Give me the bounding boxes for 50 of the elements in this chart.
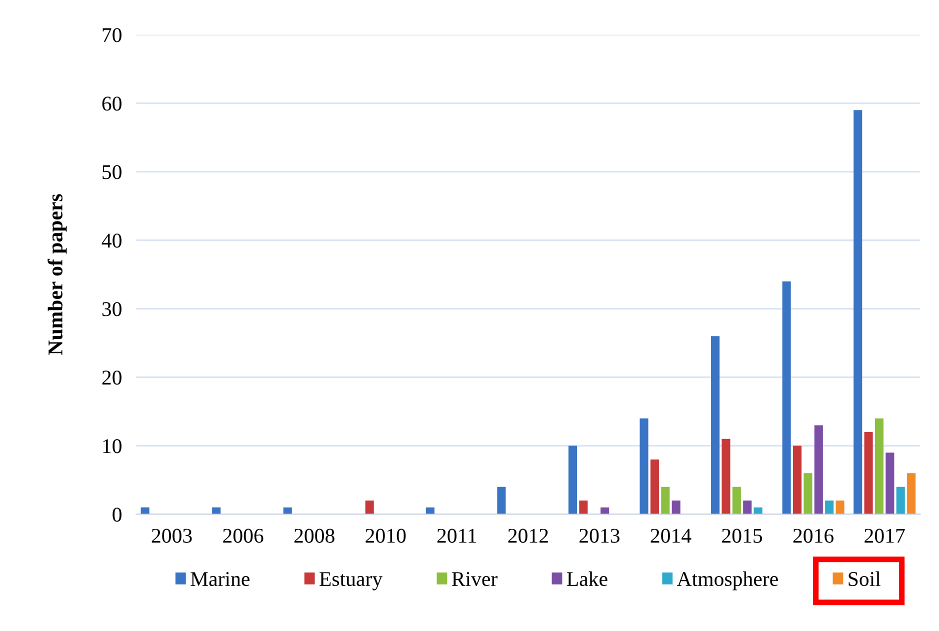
bar: [836, 500, 844, 514]
x-tick-label: 2015: [722, 528, 762, 543]
legend-label: Lake: [566, 571, 608, 586]
legend-label: Soil: [848, 571, 881, 586]
x-tick-label: 2017: [864, 528, 905, 543]
x-tick-label: 2012: [508, 528, 548, 543]
bar: [864, 432, 873, 514]
x-tick-label: 2003: [152, 528, 192, 543]
y-tick-label: 30: [102, 302, 122, 316]
y-axis-title: Number of papers: [48, 194, 67, 355]
bar: [579, 500, 588, 514]
bar: [886, 452, 894, 514]
bar: [661, 486, 670, 514]
y-tick-label: 60: [102, 96, 122, 111]
bar: [732, 486, 741, 514]
x-tick-label: 2013: [580, 528, 620, 543]
bar: [874, 418, 884, 514]
x-tick-label: 2010: [366, 528, 406, 543]
y-tick-label: 40: [102, 234, 122, 248]
bar: [365, 500, 374, 514]
x-tick-label: 2014: [650, 528, 692, 543]
bar: [568, 446, 578, 514]
legend-label: Estuary: [320, 572, 383, 590]
bar: [782, 281, 791, 514]
y-tick-label: 70: [102, 28, 122, 42]
bar: [672, 500, 680, 514]
bar: [722, 438, 730, 514]
x-tick-label: 2016: [793, 528, 834, 543]
bar: [907, 473, 916, 514]
legend-label: Marine: [190, 572, 250, 586]
bar: [640, 418, 648, 514]
x-tick-label: 2006: [223, 528, 264, 543]
y-tick-label: 50: [102, 165, 122, 180]
bar: [896, 486, 905, 514]
bar: [814, 425, 823, 514]
x-tick-label: 2011: [437, 528, 476, 543]
bar: [792, 446, 802, 514]
legend-label: Atmosphere: [676, 571, 778, 590]
bar: [825, 500, 834, 514]
y-tick-label: 10: [103, 439, 122, 454]
y-tick-label: 20: [102, 370, 122, 385]
y-tick-label: 0: [112, 508, 122, 522]
bar: [650, 459, 659, 514]
x-tick-label: 2008: [294, 528, 334, 543]
legend-label: River: [452, 572, 498, 586]
bar: [743, 500, 752, 514]
bar: [711, 336, 720, 514]
bar: [497, 486, 506, 514]
bar: [804, 473, 812, 514]
bar: [854, 110, 862, 514]
